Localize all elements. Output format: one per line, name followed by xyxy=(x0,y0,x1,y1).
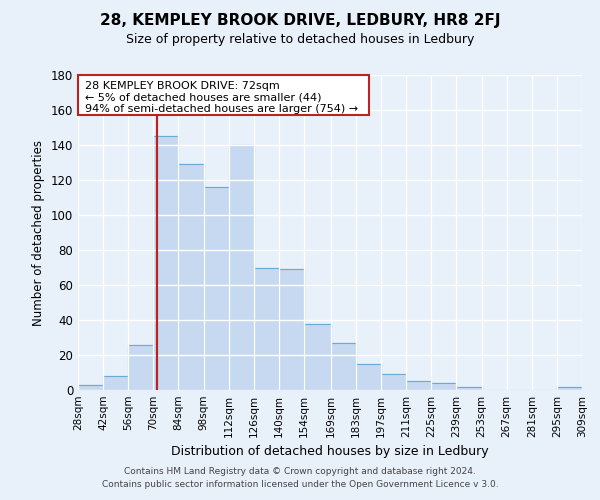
Bar xyxy=(78,385,103,390)
Bar xyxy=(304,324,331,390)
Bar xyxy=(128,344,154,390)
Bar xyxy=(154,136,178,390)
Bar xyxy=(406,381,431,390)
Bar xyxy=(103,376,128,390)
Bar xyxy=(331,343,356,390)
Bar xyxy=(229,145,254,390)
Bar xyxy=(381,374,406,390)
Bar xyxy=(557,386,582,390)
Bar xyxy=(254,268,279,390)
Bar xyxy=(178,164,203,390)
Bar xyxy=(356,364,381,390)
Bar xyxy=(431,383,457,390)
Bar xyxy=(128,344,154,390)
Bar xyxy=(203,187,229,390)
Bar xyxy=(381,374,406,390)
Text: Size of property relative to detached houses in Ledbury: Size of property relative to detached ho… xyxy=(126,32,474,46)
X-axis label: Distribution of detached houses by size in Ledbury: Distribution of detached houses by size … xyxy=(171,446,489,458)
Bar xyxy=(103,376,128,390)
Text: Contains public sector information licensed under the Open Government Licence v : Contains public sector information licen… xyxy=(101,480,499,489)
Bar xyxy=(557,386,582,390)
Bar xyxy=(178,164,203,390)
Bar xyxy=(431,383,457,390)
Bar xyxy=(279,269,304,390)
Bar xyxy=(254,268,279,390)
Bar xyxy=(229,145,254,390)
Text: 28, KEMPLEY BROOK DRIVE, LEDBURY, HR8 2FJ: 28, KEMPLEY BROOK DRIVE, LEDBURY, HR8 2F… xyxy=(100,12,500,28)
Bar xyxy=(457,386,482,390)
Text: 28 KEMPLEY BROOK DRIVE: 72sqm: 28 KEMPLEY BROOK DRIVE: 72sqm xyxy=(85,81,280,91)
Text: 94% of semi-detached houses are larger (754) →: 94% of semi-detached houses are larger (… xyxy=(85,104,358,114)
Bar xyxy=(78,385,103,390)
Bar xyxy=(331,343,356,390)
Bar xyxy=(406,381,431,390)
Y-axis label: Number of detached properties: Number of detached properties xyxy=(32,140,45,326)
Bar xyxy=(457,386,482,390)
Bar xyxy=(279,269,304,390)
Text: Contains HM Land Registry data © Crown copyright and database right 2024.: Contains HM Land Registry data © Crown c… xyxy=(124,467,476,476)
Bar xyxy=(356,364,381,390)
Text: ← 5% of detached houses are smaller (44): ← 5% of detached houses are smaller (44) xyxy=(85,92,322,102)
Bar xyxy=(304,324,331,390)
Bar xyxy=(154,136,178,390)
Bar xyxy=(203,187,229,390)
